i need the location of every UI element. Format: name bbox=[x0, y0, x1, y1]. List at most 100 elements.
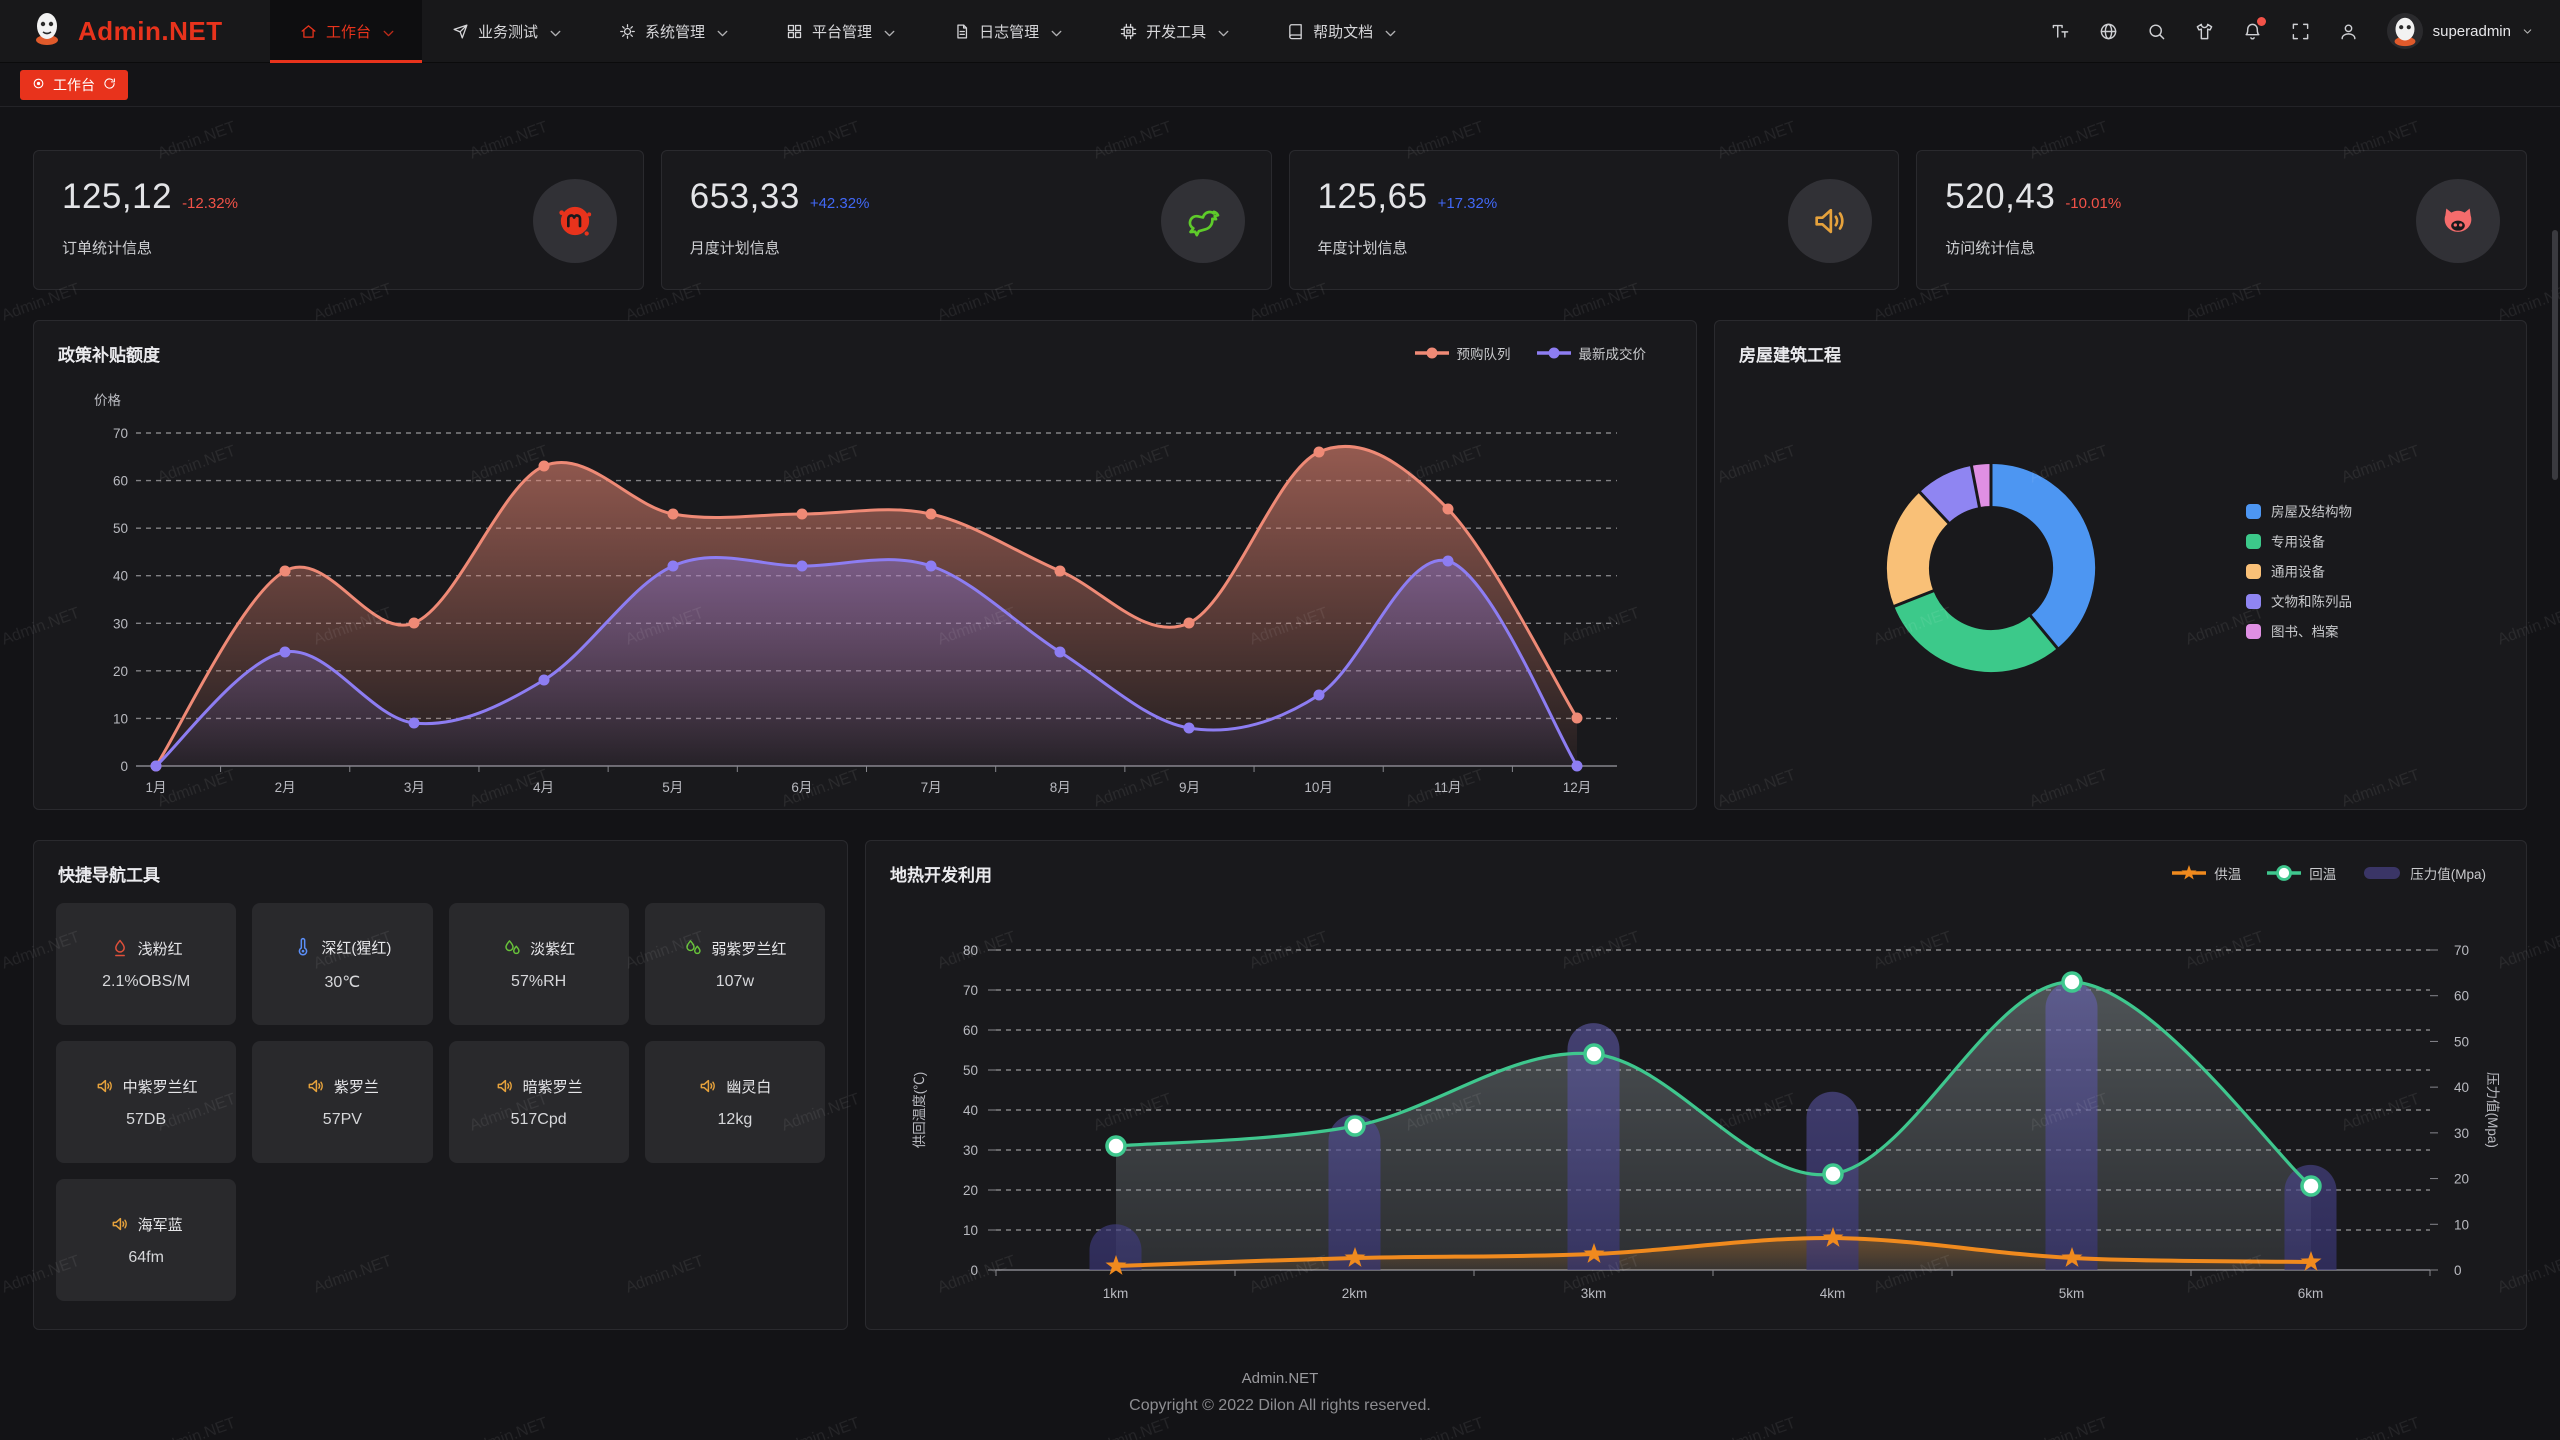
quick-nav-8[interactable]: 海军蓝 64fm bbox=[56, 1179, 237, 1301]
menu-label: 平台管理 bbox=[812, 23, 873, 41]
svg-text:6月: 6月 bbox=[791, 780, 812, 795]
quick-nav-5[interactable]: 紫罗兰 57PV bbox=[252, 1041, 433, 1163]
legend-item-0[interactable]: 供温 bbox=[2172, 863, 2241, 883]
refresh-icon[interactable] bbox=[103, 77, 116, 93]
chevron-down-icon bbox=[1218, 30, 1229, 37]
language-button[interactable] bbox=[2089, 11, 2129, 51]
stat-icon-circle bbox=[1788, 179, 1873, 263]
bell-button[interactable] bbox=[2233, 11, 2273, 51]
quick-nav-name: 幽灵白 bbox=[726, 1078, 772, 1096]
profile-button[interactable] bbox=[2329, 11, 2369, 51]
quick-nav-7[interactable]: 幽灵白 12kg bbox=[644, 1041, 825, 1163]
svg-text:60: 60 bbox=[2454, 989, 2469, 1004]
legend-marker bbox=[1536, 347, 1571, 359]
user-menu[interactable]: superadmin bbox=[2386, 13, 2534, 49]
rooster-icon bbox=[1188, 210, 1219, 237]
legend-item-1[interactable]: 回温 bbox=[2267, 863, 2336, 883]
font-size-button[interactable] bbox=[2041, 11, 2081, 51]
quick-nav-value: 12kg bbox=[717, 1110, 753, 1128]
legend-label: 压力值(Mpa) bbox=[2410, 867, 2486, 882]
svg-text:20: 20 bbox=[113, 664, 128, 679]
quick-nav-name: 淡紫红 bbox=[530, 940, 576, 958]
svg-text:70: 70 bbox=[113, 426, 128, 441]
svg-text:70: 70 bbox=[963, 983, 978, 998]
quick-nav-3[interactable]: 弱紫罗兰红 107w bbox=[644, 903, 825, 1025]
svg-text:30: 30 bbox=[2454, 1126, 2469, 1141]
menu-item-0[interactable]: 工作台 bbox=[270, 0, 423, 63]
speaker-icon bbox=[1815, 208, 1844, 234]
policy-subsidy-line-chart[interactable]: 0 10 20 30 40 50 60 70 价格 1月 2月 3月 4月 5月 6月 7月 8月 9月 10月 11… bbox=[34, 321, 1696, 809]
quick-nav-value: 64fm bbox=[128, 1248, 164, 1266]
svg-text:20: 20 bbox=[963, 1183, 978, 1198]
font-size-icon bbox=[2052, 24, 2069, 38]
search-button[interactable] bbox=[2137, 11, 2177, 51]
menu-item-4[interactable]: 日志管理 bbox=[923, 0, 1090, 62]
stat-delta: +17.32% bbox=[1437, 195, 1498, 212]
quick-nav-panel: 快捷导航工具 浅粉红 2.1%OBS/M 深红(猩红) 30℃ 淡紫红 57%RH 弱紫罗兰… bbox=[33, 840, 848, 1330]
quick-nav-name: 弱紫罗兰红 bbox=[711, 940, 787, 958]
quick-nav-value: 2.1%OBS/M bbox=[102, 972, 191, 990]
chevron-down-icon bbox=[717, 30, 728, 37]
legend-marker bbox=[2267, 865, 2302, 881]
legend-item-2[interactable]: 压力值(Mpa) bbox=[2362, 863, 2486, 883]
brand[interactable]: Admin.NET bbox=[0, 0, 270, 62]
page-scrollbar-thumb[interactable] bbox=[2552, 230, 2558, 480]
dot-circle-icon bbox=[33, 78, 44, 88]
menu-item-2[interactable]: 系统管理 bbox=[589, 0, 756, 62]
stat-label: 年度计划信息 bbox=[1317, 240, 1408, 257]
menu-item-1[interactable]: 业务测试 bbox=[422, 0, 589, 62]
tag-bar: 工作台 bbox=[0, 63, 2560, 107]
main-menu: 工作台 业务测试 系统管理 平台管理 日志管理 开发工具 帮助文档 bbox=[270, 0, 1424, 63]
legend-label: 最新成交价 bbox=[1578, 347, 1647, 362]
tab-workbench[interactable]: 工作台 bbox=[20, 69, 128, 100]
theme-button[interactable] bbox=[2185, 11, 2225, 51]
stat-card-2: 125,65 +17.32% 年度计划信息 bbox=[1288, 150, 1900, 290]
speaker-icon bbox=[700, 1079, 716, 1093]
send-icon bbox=[453, 23, 468, 39]
svg-text:6km: 6km bbox=[2298, 1286, 2324, 1301]
refresh-icon bbox=[104, 77, 115, 89]
page-footer: Admin.NET Copyright © 2022 Dilon All rig… bbox=[33, 1370, 2527, 1415]
svg-text:8月: 8月 bbox=[1050, 780, 1071, 795]
fullscreen-button[interactable] bbox=[2281, 11, 2321, 51]
stat-delta: -10.01% bbox=[2065, 195, 2122, 212]
quick-nav-1[interactable]: 深红(猩红) 30℃ bbox=[252, 903, 433, 1025]
fullscreen-icon bbox=[2292, 23, 2309, 39]
quick-nav-2[interactable]: 淡紫红 57%RH bbox=[448, 903, 629, 1025]
tab-label: 工作台 bbox=[53, 76, 95, 93]
svg-text:1月: 1月 bbox=[145, 780, 166, 795]
watermark-text: Admin.NET bbox=[1403, 1414, 1487, 1440]
quick-nav-6[interactable]: 暗紫罗兰 517Cpd bbox=[448, 1041, 629, 1163]
chevron-down-icon bbox=[1051, 30, 1062, 37]
splat-icon bbox=[559, 206, 591, 236]
menu-item-3[interactable]: 平台管理 bbox=[756, 0, 923, 62]
svg-text:60: 60 bbox=[113, 474, 128, 489]
dot-circle-icon bbox=[32, 77, 45, 93]
menu-label: 工作台 bbox=[326, 23, 372, 41]
menu-item-6[interactable]: 帮助文档 bbox=[1257, 0, 1424, 62]
quick-nav-value: 517Cpd bbox=[510, 1110, 567, 1128]
menu-item-5[interactable]: 开发工具 bbox=[1090, 0, 1257, 62]
speaker-icon bbox=[308, 1079, 323, 1093]
home-icon bbox=[301, 24, 316, 38]
quick-nav-4[interactable]: 中紫罗兰红 57DB bbox=[56, 1041, 237, 1163]
header-tools: superadmin bbox=[2041, 0, 2560, 62]
legend-item-1[interactable]: 最新成交价 bbox=[1536, 343, 1647, 363]
svg-text:12月: 12月 bbox=[1563, 780, 1592, 795]
quick-nav-0[interactable]: 浅粉红 2.1%OBS/M bbox=[56, 903, 237, 1025]
quick-nav-value: 30℃ bbox=[324, 973, 361, 991]
legend-item-0[interactable]: 预购队列 bbox=[1414, 343, 1511, 363]
geothermal-dual-chart[interactable]: 0 10 20 30 40 50 60 70 80 供回温度(℃) 70 60 50 40 30 20 10 0 压… bbox=[866, 841, 2526, 1329]
search-icon bbox=[2149, 23, 2165, 39]
legend-label: 供温 bbox=[2214, 867, 2242, 882]
legend-marker bbox=[2364, 867, 2401, 879]
stat-card-3: 520,43 -10.01% 访问统计信息 bbox=[1916, 150, 2527, 290]
watermark-text: Admin.NET bbox=[1715, 1414, 1799, 1440]
log-icon bbox=[957, 23, 968, 39]
stat-delta: +42.32% bbox=[809, 195, 870, 212]
stat-delta: -12.32% bbox=[182, 195, 238, 212]
svg-text:图书、档案: 图书、档案 bbox=[2271, 624, 2339, 640]
svg-text:5km: 5km bbox=[2059, 1286, 2085, 1301]
